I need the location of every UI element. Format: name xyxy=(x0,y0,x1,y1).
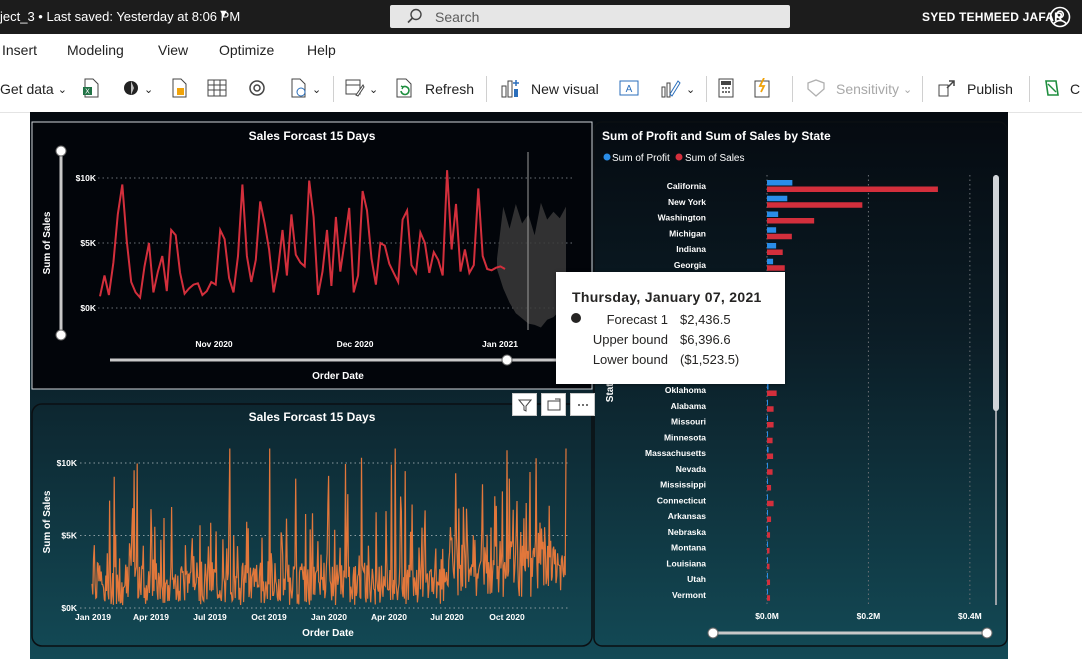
tooltip-series-dot xyxy=(571,313,581,323)
chevron-down-icon: ⌄ xyxy=(312,83,322,96)
publish-icon xyxy=(937,78,957,101)
focus-mode-icon[interactable] xyxy=(541,393,566,416)
refresh-icon xyxy=(395,78,415,101)
quick-measure-button[interactable] xyxy=(754,77,772,101)
ribbon-separator xyxy=(1029,76,1030,102)
search-icon xyxy=(406,8,424,29)
refresh-label: Refresh xyxy=(425,81,475,97)
excel-workbook-button[interactable]: X xyxy=(82,78,100,101)
new-measure-button[interactable] xyxy=(718,78,734,101)
publish-button[interactable]: Publish xyxy=(937,79,1013,99)
calculator-icon xyxy=(718,78,734,101)
user-name: SYED TEHMEED JAFAR xyxy=(922,10,1063,24)
tooltip-lower-value: ($1,523.5) xyxy=(680,352,740,367)
ribbon-separator xyxy=(922,76,923,102)
text-box-icon: A xyxy=(618,79,640,100)
account-icon[interactable] xyxy=(1049,6,1071,33)
chevron-down-icon: ⌄ xyxy=(903,83,913,96)
bar-chart-icon xyxy=(500,78,522,101)
dataset-icon xyxy=(247,79,267,100)
quick-measure-icon xyxy=(754,77,772,101)
document-title[interactable]: ject_3 • Last saved: Yesterday at 8:06 P… xyxy=(0,9,241,24)
dataverse-button[interactable] xyxy=(170,78,188,101)
search-placeholder: Search xyxy=(435,9,480,25)
ribbon-toolbar: Get data ⌄ X ⌄ ⌄ ⌄ Refresh New visual A … xyxy=(0,66,1082,113)
tooltip-forecast-value: $2,436.5 xyxy=(680,312,731,327)
copilot-icon xyxy=(1042,78,1062,101)
visual-pen-icon xyxy=(660,78,682,101)
chevron-down-icon: ⌄ xyxy=(686,83,696,96)
publish-label: Publish xyxy=(967,81,1013,97)
new-visual-button[interactable]: New visual xyxy=(500,79,599,99)
data-hub-button[interactable]: ⌄ xyxy=(122,79,153,99)
report-canvas xyxy=(30,112,1008,659)
chevron-down-icon: ⌄ xyxy=(57,83,67,96)
more-options-icon[interactable] xyxy=(570,393,595,416)
dataverse-icon xyxy=(170,78,188,101)
transform-data-button[interactable]: ⌄ xyxy=(345,79,378,99)
get-data-label: Get data xyxy=(0,81,54,97)
sensitivity-label: Sensitivity xyxy=(836,81,900,97)
refresh-button[interactable]: Refresh xyxy=(395,78,475,101)
chevron-down-icon[interactable]: ▼ xyxy=(218,8,229,20)
menu-optimize[interactable]: Optimize xyxy=(219,42,275,58)
tooltip-forecast-label: Forecast 1 xyxy=(606,312,668,327)
menu-bar: Insert Modeling View Optimize Help xyxy=(0,34,1082,66)
visual-header xyxy=(512,393,595,416)
copilot-label: C xyxy=(1070,81,1081,97)
svg-text:X: X xyxy=(85,88,90,95)
search-box[interactable]: Search xyxy=(390,5,790,28)
ribbon-separator xyxy=(486,76,487,102)
filter-icon[interactable] xyxy=(512,393,537,416)
title-bar: ject_3 • Last saved: Yesterday at 8:06 P… xyxy=(0,0,1082,34)
text-box-button[interactable]: A xyxy=(618,79,640,99)
ribbon-separator xyxy=(706,76,707,102)
new-visual-label: New visual xyxy=(531,81,599,97)
tooltip-lower-label: Lower bound xyxy=(592,352,668,367)
menu-view[interactable]: View xyxy=(158,42,189,58)
transform-icon xyxy=(345,79,365,100)
menu-insert[interactable]: Insert xyxy=(2,42,38,58)
copilot-button[interactable]: C xyxy=(1042,79,1080,99)
clock-document-icon xyxy=(290,78,308,101)
more-visuals-button[interactable]: ⌄ xyxy=(660,79,695,99)
tooltip-upper-label: Upper bound xyxy=(592,332,668,347)
sensitivity-icon xyxy=(806,78,826,100)
menu-modeling[interactable]: Modeling xyxy=(67,42,124,58)
ribbon-separator xyxy=(792,76,793,102)
sensitivity-button[interactable]: Sensitivity ⌄ xyxy=(806,78,913,100)
recent-sources-button[interactable]: ⌄ xyxy=(290,78,322,101)
table-icon xyxy=(207,79,227,100)
ribbon-separator xyxy=(333,76,334,102)
tooltip-upper-value: $6,396.6 xyxy=(680,332,731,347)
get-data-button[interactable]: Get data ⌄ xyxy=(0,79,67,99)
menu-help[interactable]: Help xyxy=(307,42,336,58)
enter-data-button[interactable] xyxy=(207,79,227,99)
data-hub-icon xyxy=(122,79,140,100)
forecast-tooltip: Thursday, January 07, 2021 Forecast 1 $2… xyxy=(556,272,785,384)
svg-text:A: A xyxy=(626,84,633,95)
dataset-button[interactable] xyxy=(247,79,267,99)
chevron-down-icon: ⌄ xyxy=(369,83,379,96)
excel-icon: X xyxy=(82,78,100,101)
chevron-down-icon: ⌄ xyxy=(144,83,154,96)
tooltip-title: Thursday, January 07, 2021 xyxy=(572,289,762,305)
